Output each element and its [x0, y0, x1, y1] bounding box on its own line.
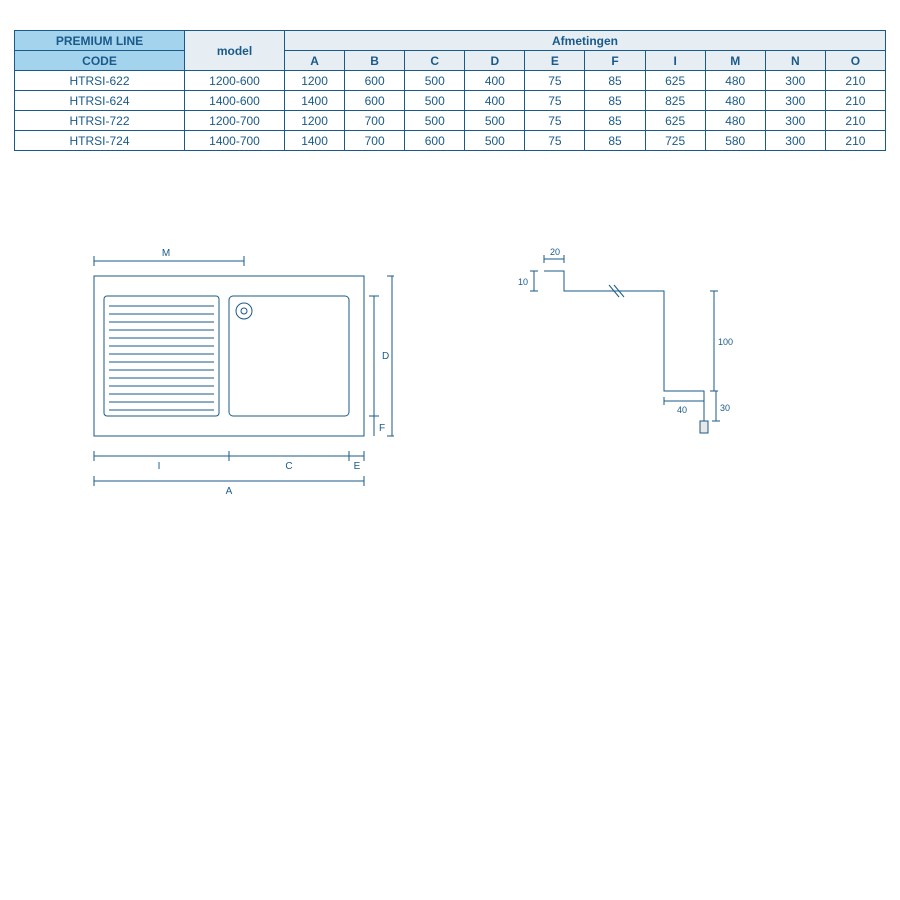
cell-code: HTRSI-724 [15, 131, 185, 151]
profile-view-diagram: 20 10 100 40 30 [514, 241, 734, 461]
cell-dim: 400 [465, 71, 525, 91]
cell-dim: 300 [765, 111, 825, 131]
header-col-B: B [345, 51, 405, 71]
header-dimensions-group: Afmetingen [285, 31, 886, 51]
header-code: CODE [15, 51, 185, 71]
cell-dim: 480 [705, 71, 765, 91]
header-col-F: F [585, 51, 645, 71]
cell-dim: 75 [525, 71, 585, 91]
table-row: HTRSI-6241400-60014006005004007585825480… [15, 91, 886, 111]
dim-label-I: I [158, 461, 161, 472]
cell-dim: 700 [345, 131, 405, 151]
cell-dim: 210 [825, 131, 885, 151]
cell-dim: 500 [405, 71, 465, 91]
cell-dim: 300 [765, 131, 825, 151]
cell-dim: 75 [525, 131, 585, 151]
cell-dim: 210 [825, 71, 885, 91]
cell-dim: 600 [345, 91, 405, 111]
profile-label-10: 10 [518, 277, 528, 287]
cell-code: HTRSI-622 [15, 71, 185, 91]
header-col-C: C [405, 51, 465, 71]
table-row: HTRSI-6221200-60012006005004007585625480… [15, 71, 886, 91]
cell-code: HTRSI-722 [15, 111, 185, 131]
profile-label-100: 100 [718, 337, 733, 347]
cell-dim: 700 [345, 111, 405, 131]
dim-label-C: C [285, 461, 292, 472]
header-col-O: O [825, 51, 885, 71]
cell-dim: 1200 [285, 71, 345, 91]
cell-code: HTRSI-624 [15, 91, 185, 111]
cell-dim: 75 [525, 91, 585, 111]
dim-label-F: F [379, 423, 385, 434]
cell-dim: 1200 [285, 111, 345, 131]
cell-model: 1400-700 [185, 131, 285, 151]
cell-dim: 85 [585, 111, 645, 131]
cell-dim: 85 [585, 71, 645, 91]
cell-dim: 210 [825, 111, 885, 131]
cell-dim: 500 [465, 131, 525, 151]
profile-label-40: 40 [677, 405, 687, 415]
dim-label-A: A [226, 486, 233, 497]
cell-dim: 480 [705, 111, 765, 131]
cell-dim: 300 [765, 91, 825, 111]
header-col-M: M [705, 51, 765, 71]
cell-dim: 825 [645, 91, 705, 111]
header-col-D: D [465, 51, 525, 71]
cell-dim: 625 [645, 111, 705, 131]
cell-dim: 600 [405, 131, 465, 151]
profile-label-20: 20 [550, 247, 560, 257]
header-col-A: A [285, 51, 345, 71]
cell-dim: 600 [345, 71, 405, 91]
header-col-I: I [645, 51, 705, 71]
table-row: HTRSI-7221200-70012007005005007585625480… [15, 111, 886, 131]
cell-model: 1400-600 [185, 91, 285, 111]
cell-dim: 480 [705, 91, 765, 111]
cell-dim: 210 [825, 91, 885, 111]
cell-dim: 500 [405, 111, 465, 131]
cell-dim: 1400 [285, 91, 345, 111]
spec-table: PREMIUM LINE model Afmetingen CODE A B C… [14, 30, 886, 151]
header-col-N: N [765, 51, 825, 71]
profile-label-30: 30 [720, 403, 730, 413]
header-premium-line: PREMIUM LINE [15, 31, 185, 51]
cell-dim: 85 [585, 91, 645, 111]
cell-model: 1200-700 [185, 111, 285, 131]
cell-dim: 300 [765, 71, 825, 91]
cell-dim: 625 [645, 71, 705, 91]
dim-label-D: D [382, 351, 389, 362]
cell-dim: 580 [705, 131, 765, 151]
top-view-diagram: M D B F I C [74, 241, 394, 501]
cell-dim: 75 [525, 111, 585, 131]
cell-dim: 500 [405, 91, 465, 111]
cell-dim: 1400 [285, 131, 345, 151]
table-row: HTRSI-7241400-70014007006005007585725580… [15, 131, 886, 151]
header-col-E: E [525, 51, 585, 71]
cell-dim: 500 [465, 111, 525, 131]
dim-label-E: E [354, 461, 361, 472]
cell-model: 1200-600 [185, 71, 285, 91]
cell-dim: 400 [465, 91, 525, 111]
dim-label-M: M [162, 248, 170, 259]
cell-dim: 725 [645, 131, 705, 151]
header-model: model [185, 31, 285, 71]
cell-dim: 85 [585, 131, 645, 151]
